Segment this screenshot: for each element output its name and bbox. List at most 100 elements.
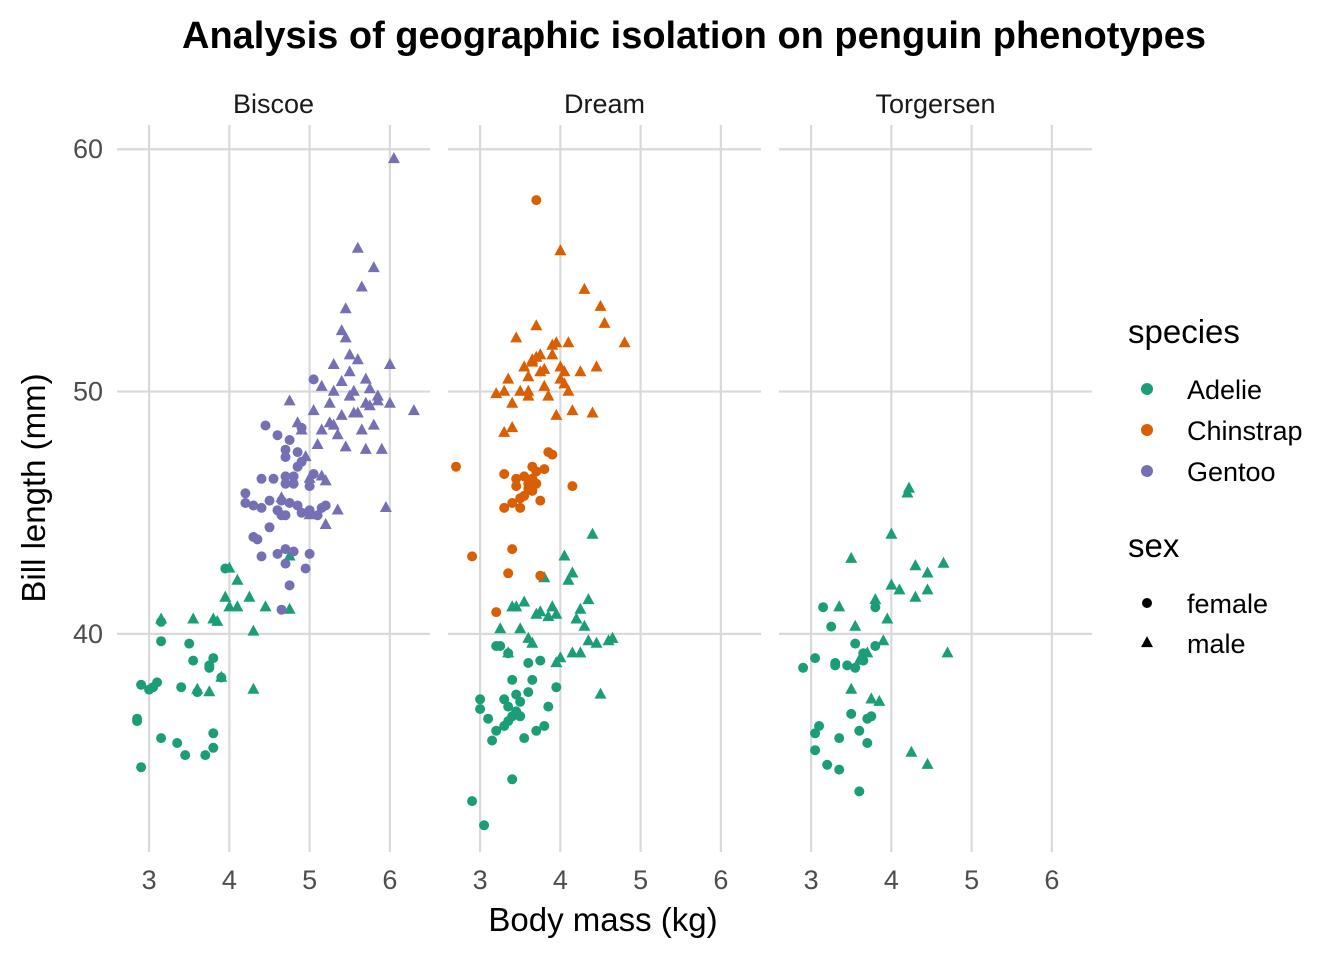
data-point <box>327 358 340 369</box>
data-point <box>570 612 583 624</box>
data-point <box>264 495 275 506</box>
x-axis-title: Body mass (kg) <box>488 901 717 938</box>
data-point <box>247 682 260 694</box>
data-point <box>172 738 183 748</box>
data-point <box>511 481 522 492</box>
data-point <box>467 551 478 562</box>
data-point <box>280 544 291 555</box>
data-point <box>846 708 857 719</box>
data-point <box>260 420 271 431</box>
data-point <box>184 638 195 649</box>
data-point <box>284 498 295 508</box>
data-point <box>275 491 288 503</box>
data-point <box>288 471 299 482</box>
data-point <box>280 471 291 482</box>
data-point <box>288 478 299 489</box>
data-point <box>531 478 542 489</box>
data-point <box>535 655 546 666</box>
facet-panel-dream: Dream 3 4 5 6 <box>448 89 761 895</box>
data-point <box>215 670 228 682</box>
y-axis-title: Bill length (mm) <box>15 373 52 602</box>
data-point <box>152 677 163 688</box>
data-point <box>335 375 348 386</box>
data-point <box>155 612 168 624</box>
data-point <box>881 612 894 624</box>
data-point <box>296 507 307 518</box>
data-point <box>845 551 858 563</box>
data-point <box>510 331 523 343</box>
data-point <box>870 602 881 613</box>
data-point <box>543 701 554 712</box>
data-point <box>514 622 527 634</box>
data-point <box>304 481 315 492</box>
data-point <box>379 501 392 512</box>
data-point <box>132 713 143 724</box>
data-point <box>526 636 539 648</box>
data-point <box>850 638 861 649</box>
data-point <box>519 471 530 482</box>
data-point <box>522 370 535 382</box>
data-point <box>547 449 558 460</box>
data-point <box>276 510 287 521</box>
data-point <box>499 469 510 479</box>
data-point <box>383 358 396 369</box>
legend: species sex Adelie Chinstrap Gentoo female m… <box>1128 313 1303 659</box>
data-point <box>566 646 579 658</box>
data-point <box>798 662 809 673</box>
data-point <box>534 605 547 617</box>
data-point <box>272 548 283 559</box>
data-point <box>339 440 352 452</box>
data-point <box>546 600 559 612</box>
data-point <box>280 478 291 489</box>
data-point <box>530 319 543 331</box>
x-tick-label: 4 <box>553 865 568 895</box>
data-point <box>566 566 579 578</box>
data-point <box>586 406 599 418</box>
data-point <box>510 600 523 612</box>
data-point <box>347 384 360 396</box>
data-point <box>502 372 515 384</box>
data-point <box>311 438 324 449</box>
data-point <box>578 619 591 631</box>
data-point <box>407 404 420 416</box>
data-point <box>909 559 922 571</box>
legend-key-male <box>1141 636 1153 648</box>
data-point <box>156 733 167 744</box>
data-point <box>873 694 886 706</box>
data-point <box>284 435 295 445</box>
data-point <box>247 624 260 636</box>
data-point <box>849 619 862 631</box>
legend-key-female <box>1142 598 1152 608</box>
data-point <box>870 641 881 651</box>
legend-title-sex: sex <box>1128 527 1180 564</box>
data-point <box>283 602 296 614</box>
data-point <box>574 646 587 658</box>
facet-panel-biscoe: Biscoe 3 4 5 6 <box>117 89 430 895</box>
data-point <box>567 481 578 492</box>
data-point <box>268 473 279 484</box>
data-point <box>566 404 579 416</box>
data-point <box>272 430 283 441</box>
data-point <box>554 360 567 372</box>
data-point <box>243 590 256 602</box>
data-point <box>937 556 950 568</box>
data-point <box>203 685 216 697</box>
data-point <box>539 721 550 731</box>
data-point <box>343 365 356 377</box>
x-tick-label: 4 <box>222 865 237 895</box>
data-point <box>320 500 331 511</box>
data-point <box>515 502 526 513</box>
data-point <box>187 612 200 624</box>
data-point <box>834 764 845 775</box>
data-point <box>810 653 821 664</box>
legend-label-gentoo: Gentoo <box>1187 457 1276 487</box>
data-point <box>483 713 494 724</box>
data-point <box>905 745 918 757</box>
data-point <box>331 428 344 440</box>
data-point <box>523 687 534 698</box>
legend-key-adelie <box>1141 383 1153 395</box>
data-point <box>280 452 291 462</box>
data-point <box>256 473 267 484</box>
data-point <box>335 324 348 336</box>
